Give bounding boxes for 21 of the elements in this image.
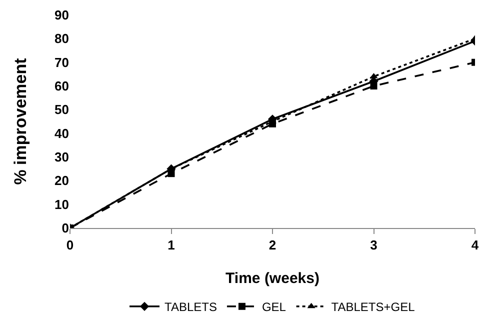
y-axis-title: % improvement xyxy=(11,58,30,185)
x-tick-label: 2 xyxy=(268,238,276,253)
x-tick-label: 4 xyxy=(471,238,480,253)
y-tick-label: 50 xyxy=(54,102,69,118)
y-tick-label: 60 xyxy=(54,78,69,94)
y-tick-label: 40 xyxy=(54,126,69,141)
legend-label: TABLETS+GEL xyxy=(331,300,416,314)
y-tick-label: 90 xyxy=(54,8,69,23)
point xyxy=(168,170,175,178)
y-tick-label: 30 xyxy=(54,150,69,165)
legend-label: TABLETS xyxy=(164,300,217,314)
y-tick-label: 10 xyxy=(54,196,69,212)
x-tick-label: 1 xyxy=(168,238,175,253)
y-tick-label: 0 xyxy=(62,220,69,236)
x-axis-title: Time (weeks) xyxy=(226,270,320,287)
point xyxy=(370,82,378,90)
legend-label: GEL xyxy=(262,300,286,314)
x-tick-label: 3 xyxy=(370,238,378,253)
y-tick-label: 20 xyxy=(54,173,69,188)
y-tick-label: 70 xyxy=(54,54,69,70)
y-tick-label: 80 xyxy=(54,31,69,46)
